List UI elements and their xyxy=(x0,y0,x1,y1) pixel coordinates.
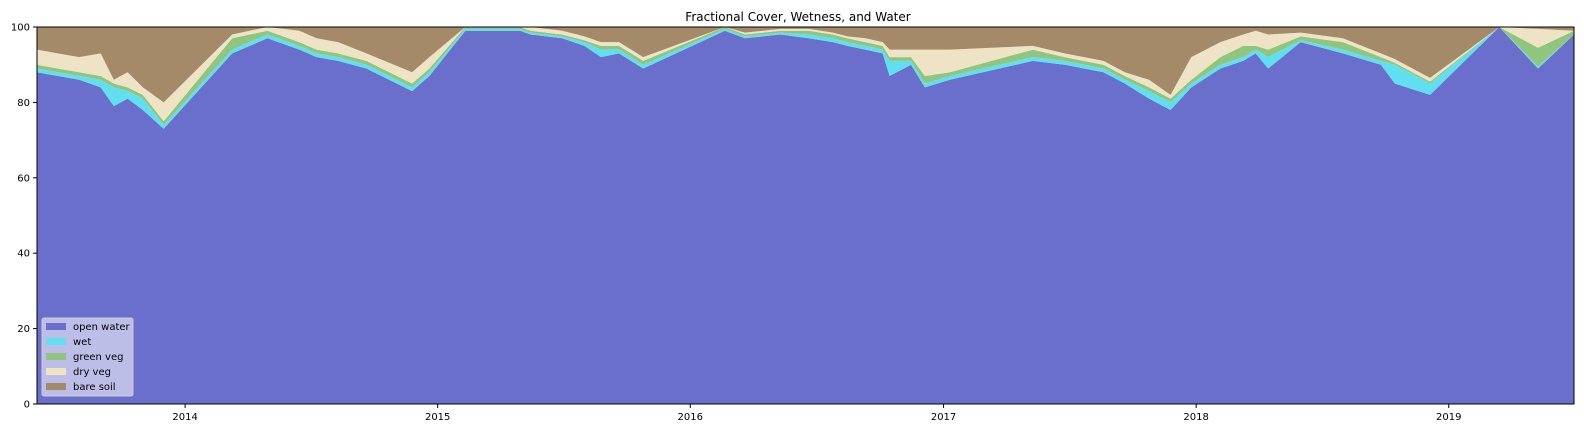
x-tick-label: 2018 xyxy=(1183,412,1208,423)
legend-swatch-wet xyxy=(46,338,66,345)
y-tick-label: 20 xyxy=(17,324,30,335)
series-areas xyxy=(37,27,1574,404)
legend-swatch-green-veg xyxy=(46,353,66,360)
x-tick-label: 2014 xyxy=(172,412,197,423)
y-tick-label: 100 xyxy=(11,23,30,34)
y-tick-label: 80 xyxy=(17,98,30,109)
area-open-water xyxy=(37,27,1574,404)
legend-label-dry-veg: dry veg xyxy=(73,367,111,378)
y-tick-label: 0 xyxy=(24,400,30,411)
y-tick-label: 40 xyxy=(17,249,30,260)
legend-box xyxy=(41,317,134,397)
legend-swatch-dry-veg xyxy=(46,368,66,375)
chart-title: Fractional Cover, Wetness, and Water xyxy=(685,10,910,24)
plot-frame xyxy=(36,26,1575,405)
legend-label-wet: wet xyxy=(73,337,91,348)
area-bare-soil xyxy=(37,27,1574,103)
x-tick-label: 2016 xyxy=(678,412,703,423)
legend-swatch-bare-soil xyxy=(46,383,66,390)
legend-label-green-veg: green veg xyxy=(73,352,123,363)
legend-label-bare-soil: bare soil xyxy=(73,382,116,393)
x-tick-label: 2017 xyxy=(931,412,956,423)
axes: 0 20 40 60 80 100 2014 2015 2016 2017 2018 2019 xyxy=(11,23,1462,424)
x-tick-label: 2019 xyxy=(1436,412,1461,423)
legend-swatch-open-water xyxy=(46,323,66,330)
legend-label-open-water: open water xyxy=(73,322,131,333)
y-tick-label: 60 xyxy=(17,173,30,184)
legend: open water wet green veg dry veg bare soil xyxy=(41,317,134,397)
x-tick-label: 2015 xyxy=(425,412,450,423)
